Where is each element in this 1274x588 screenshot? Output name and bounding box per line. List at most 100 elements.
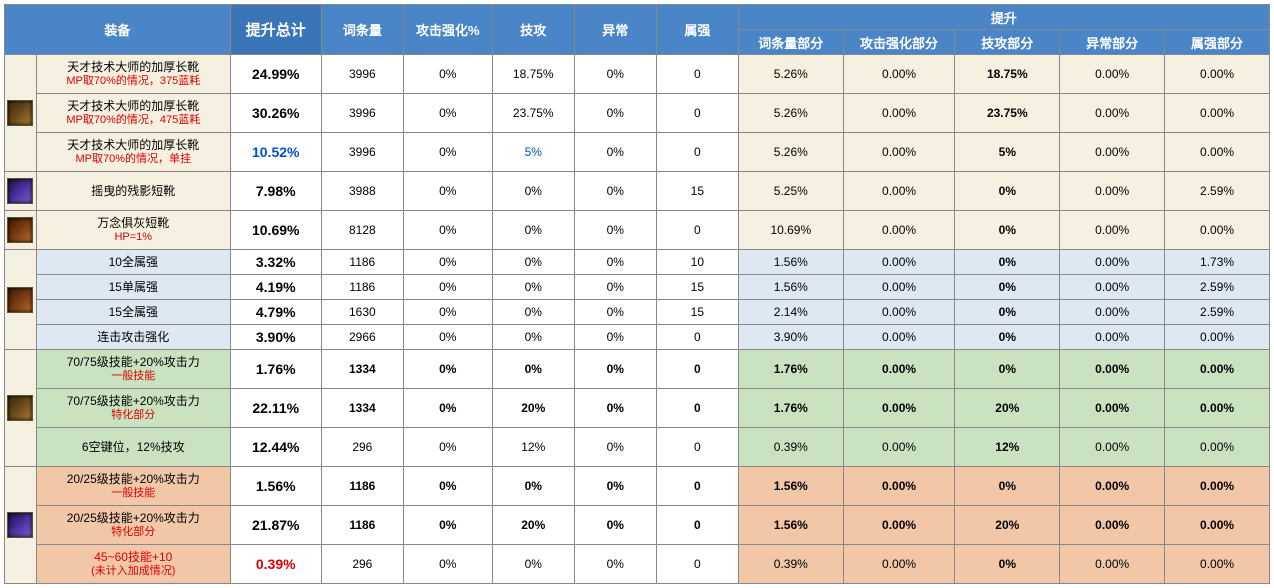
boost-value: 0.00% [1060,467,1165,506]
total-value: 3.90% [230,325,321,350]
boost-value: 0.00% [1060,506,1165,545]
stat-value: 15 [656,172,738,211]
stat-value: 0% [403,389,492,428]
stat-value: 0% [574,325,656,350]
boost-value: 5.26% [738,55,843,94]
stat-value: 0% [492,275,574,300]
col-total: 提升总计 [230,5,321,55]
boost-value: 0.00% [843,325,955,350]
equip-name: 15单属强 [36,275,230,300]
equip-icon [5,467,37,584]
stat-value: 2966 [321,325,403,350]
boost-value: 2.59% [1165,172,1270,211]
stat-value: 0% [403,325,492,350]
stat-value: 0% [574,275,656,300]
stat-value: 20% [492,389,574,428]
boost-value: 0.00% [843,389,955,428]
boost-value: 0.00% [1060,428,1165,467]
boost-value: 0% [955,250,1060,275]
col-stat: 词条量 [321,5,403,55]
stat-value: 0% [574,133,656,172]
stat-value: 0 [656,325,738,350]
boost-value: 0.00% [843,506,955,545]
stat-value: 1186 [321,250,403,275]
boost-value: 0.00% [843,133,955,172]
stat-value: 20% [492,506,574,545]
total-value: 30.26% [230,94,321,133]
boost-value: 0% [955,467,1060,506]
boost-value: 0.00% [843,275,955,300]
stat-value: 0% [574,250,656,275]
stat-value: 0% [403,506,492,545]
equip-icon [5,350,37,467]
boost-value: 10.69% [738,211,843,250]
stat-value: 1334 [321,389,403,428]
boost-value: 0.00% [843,94,955,133]
stat-value: 1186 [321,506,403,545]
stat-value: 0% [403,94,492,133]
boost-value: 20% [955,506,1060,545]
boost-value: 0.00% [843,250,955,275]
stat-value: 15 [656,300,738,325]
boost-value: 0.00% [843,172,955,211]
boost-value: 5.25% [738,172,843,211]
boost-value: 0.00% [1060,172,1165,211]
total-value: 0.39% [230,545,321,584]
boost-value: 5.26% [738,133,843,172]
boost-value: 0.00% [843,467,955,506]
stat-value: 296 [321,545,403,584]
equip-name: 45~60技能+10(未计入加成情况) [36,545,230,584]
equip-name: 天才技术大师的加厚长靴MP取70%的情况，单挂 [36,133,230,172]
stat-value: 0% [492,350,574,389]
stat-value: 0 [656,211,738,250]
boost-value: 0.00% [1060,275,1165,300]
col-equip: 装备 [5,5,231,55]
stat-value: 0% [403,133,492,172]
total-value: 21.87% [230,506,321,545]
stat-value: 1630 [321,300,403,325]
boost-value: 0% [955,275,1060,300]
stat-value: 0% [403,300,492,325]
boost-value: 1.56% [738,506,843,545]
stat-value: 0% [492,325,574,350]
stat-value: 0% [403,350,492,389]
boost-value: 0% [955,211,1060,250]
table-header: 装备 提升总计 词条量 攻击强化% 技攻 异常 属强 提升 词条量部分 攻击强化… [5,5,1270,55]
stat-value: 0% [574,389,656,428]
boost-value: 1.56% [738,250,843,275]
boost-value: 2.59% [1165,275,1270,300]
stat-value: 0 [656,428,738,467]
stat-value: 0% [403,250,492,275]
equip-name: 70/75级技能+20%攻击力特化部分 [36,389,230,428]
boost-value: 1.56% [738,467,843,506]
equip-name: 摇曳的残影短靴 [36,172,230,211]
stat-value: 0 [656,467,738,506]
boost-value: 0.00% [1060,250,1165,275]
stat-value: 23.75% [492,94,574,133]
stat-value: 3988 [321,172,403,211]
stat-value: 3996 [321,94,403,133]
stat-value: 3996 [321,55,403,94]
boost-value: 0.00% [1165,389,1270,428]
boost-value: 18.75% [955,55,1060,94]
stat-value: 15 [656,275,738,300]
stat-value: 1186 [321,467,403,506]
stat-value: 0% [492,300,574,325]
stat-value: 0% [574,506,656,545]
stat-value: 0 [656,350,738,389]
boost-value: 2.14% [738,300,843,325]
boost-value: 3.90% [738,325,843,350]
stat-value: 0 [656,545,738,584]
stat-value: 0% [574,55,656,94]
boost-value: 0% [955,350,1060,389]
boost-value: 0.00% [1165,325,1270,350]
equip-name: 20/25级技能+20%攻击力一般技能 [36,467,230,506]
boost-value: 1.76% [738,350,843,389]
boost-value: 0% [955,300,1060,325]
boost-value: 0.00% [1060,211,1165,250]
stat-value: 0 [656,506,738,545]
total-value: 10.52% [230,133,321,172]
boost-value: 0.00% [1060,94,1165,133]
boost-value: 5.26% [738,94,843,133]
stat-value: 10 [656,250,738,275]
